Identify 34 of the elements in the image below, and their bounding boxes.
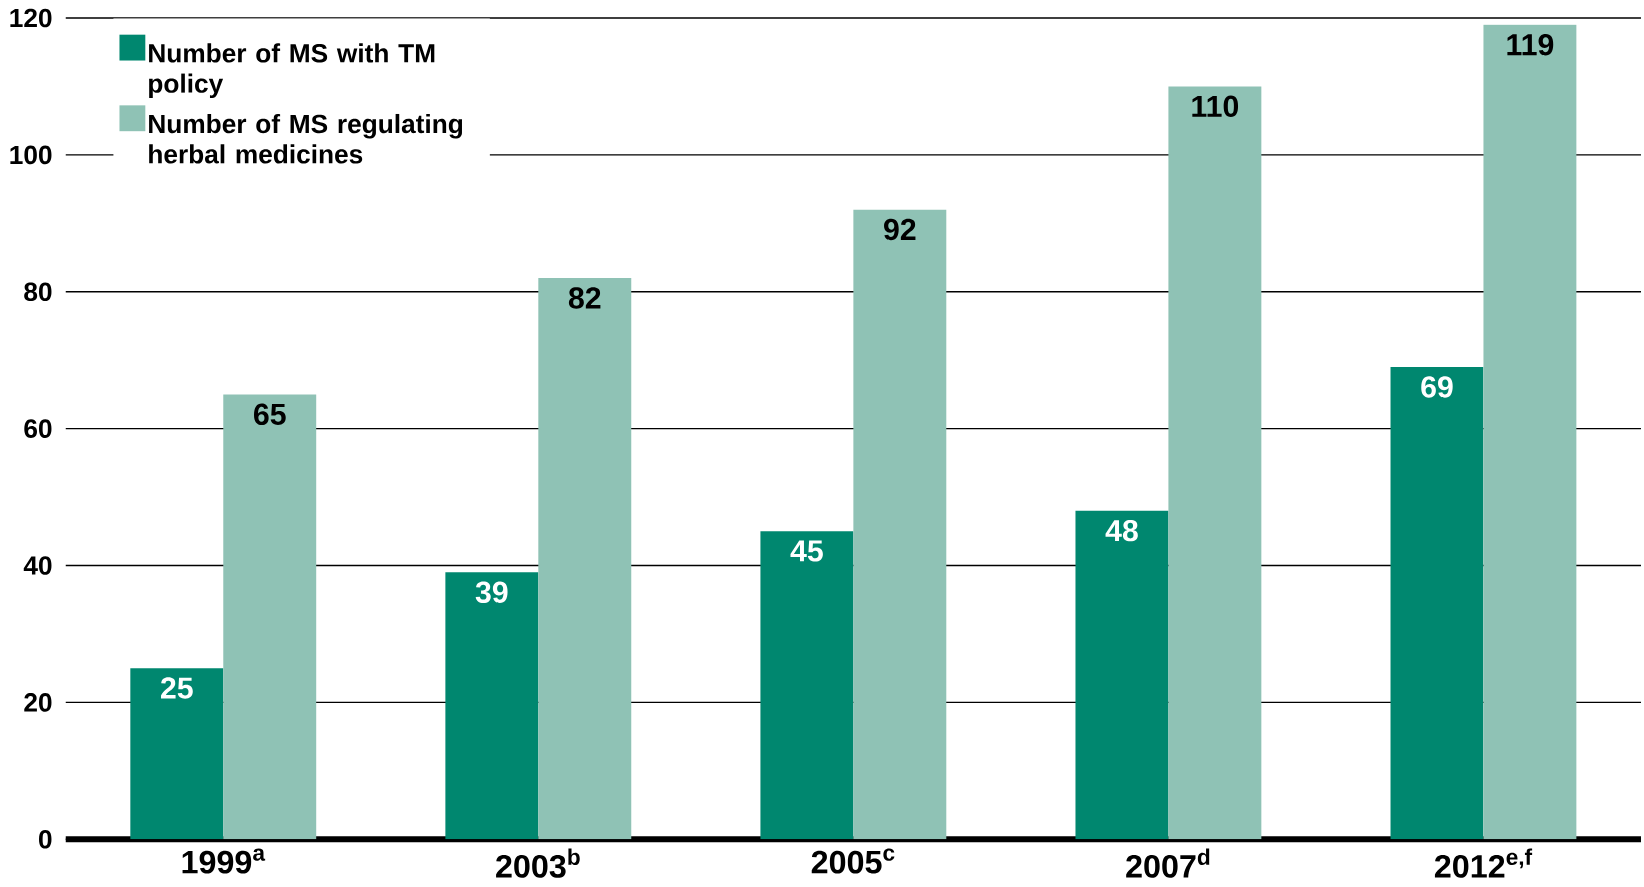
bar [853, 209, 947, 840]
data-label: 82 [568, 287, 601, 309]
data-label: 25 [161, 677, 193, 699]
y-tick-label: 100 [10, 145, 52, 165]
legend-label: Number of MS with TM policy [149, 43, 435, 99]
y-tick-label: 20 [24, 693, 52, 712]
y-tick-label: 60 [24, 419, 52, 439]
bar [1075, 510, 1169, 840]
data-label: 110 [1192, 95, 1239, 118]
bar [445, 572, 539, 840]
x-tick-label: 2003$^{b}$ [496, 848, 580, 879]
bar [1168, 86, 1262, 840]
data-label: 65 [254, 403, 286, 426]
data-label: 69 [1421, 376, 1453, 398]
y-tick-label: 120 [10, 8, 52, 28]
x-tick-label: 2012$^{e,f}$ [1434, 848, 1533, 878]
y-tick-label: 80 [24, 282, 52, 302]
y-tick-label: 0 [39, 830, 52, 849]
x-tick-label: 2007$^{d}$ [1126, 848, 1210, 878]
data-label: 45 [790, 540, 823, 562]
data-label: 119 [1507, 34, 1554, 56]
bar [130, 668, 224, 840]
bar [538, 278, 632, 840]
data-label: 48 [1105, 520, 1138, 542]
bar [1390, 367, 1484, 840]
bar [223, 394, 317, 840]
x-tick-label: 2005$^{c}$ [811, 848, 895, 874]
data-label: 92 [884, 219, 916, 241]
legend-label: Number of MS regulating herbal medicines [149, 114, 463, 164]
data-label: 39 [475, 581, 508, 604]
x-tick-label: 1999$^{a}$ [182, 848, 266, 874]
bar [760, 531, 854, 840]
bar [1483, 25, 1577, 840]
y-tick-label: 40 [23, 556, 52, 576]
